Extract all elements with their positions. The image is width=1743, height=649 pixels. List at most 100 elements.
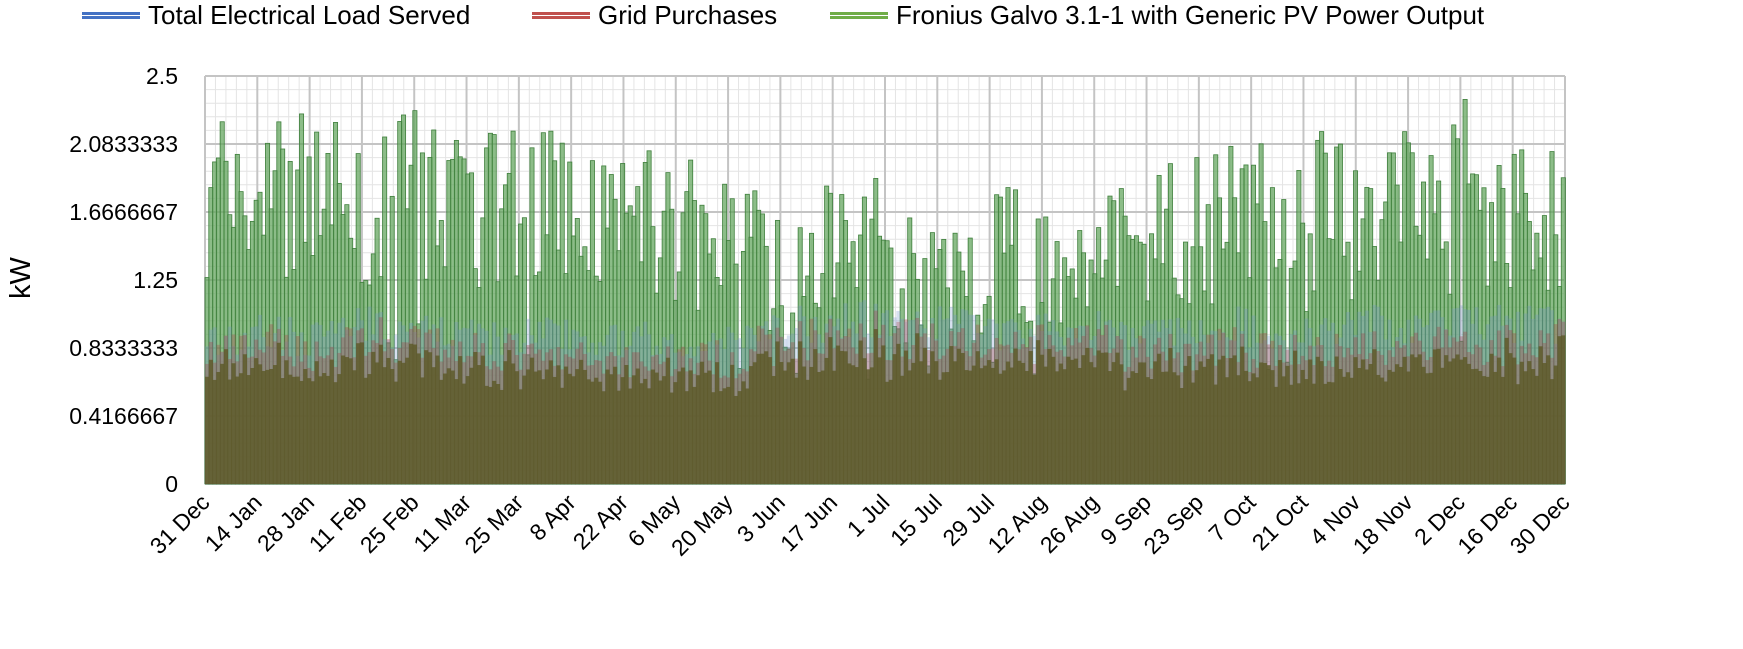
overlap-bar <box>1164 371 1169 484</box>
overlap-bar <box>613 366 618 484</box>
overlap-bar <box>809 366 814 484</box>
y-tick-label: 2.0833333 <box>69 131 178 157</box>
overlap-bar <box>1202 366 1207 484</box>
x-tick-label: 31 Dec <box>145 489 215 559</box>
overlap-bar <box>1330 382 1335 484</box>
overlap-bar <box>1175 375 1181 484</box>
overlap-bar <box>854 367 859 484</box>
overlap-bar <box>1342 376 1347 484</box>
x-tick-label: 22 Apr <box>568 489 634 555</box>
overlap-bar <box>733 395 739 484</box>
overlap-bar <box>1225 377 1230 484</box>
overlap-bar <box>537 370 542 484</box>
overlap-bar <box>1172 372 1177 484</box>
overlap-bar <box>556 365 561 484</box>
overlap-bar <box>1062 369 1067 484</box>
overlap-bar <box>1311 383 1317 484</box>
overlap-bar <box>1421 366 1426 484</box>
overlap-bar <box>1104 352 1109 484</box>
legend-item-load: Total Electrical Load Served <box>82 0 470 30</box>
overlap-bar <box>628 388 633 484</box>
overlap-bar <box>310 381 315 484</box>
y-axis-ticks: 0 0.4166667 0.8333333 1.25 1.6666667 2.083333… <box>69 63 178 497</box>
overlap-bar <box>1115 352 1120 484</box>
overlap-bar <box>922 347 927 484</box>
overlap-bar <box>1474 368 1479 484</box>
overlap-bar <box>741 381 746 484</box>
overlap-bar <box>1466 363 1471 484</box>
overlap-bar <box>786 362 791 484</box>
overlap-bar <box>1111 362 1116 484</box>
overlap-bar <box>352 370 357 484</box>
overlap-bar <box>718 391 723 484</box>
overlap-bar <box>239 373 244 484</box>
overlap-bar <box>1383 381 1388 484</box>
overlap-bar <box>677 371 682 484</box>
overlap-bar <box>1459 359 1464 484</box>
overlap-bar <box>322 373 327 484</box>
overlap-bar <box>454 379 459 484</box>
overlap-bar <box>832 370 837 484</box>
overlap-bar <box>1549 379 1555 484</box>
overlap-bar <box>1194 370 1199 484</box>
overlap-bar <box>851 365 856 484</box>
overlap-bar <box>1432 349 1437 484</box>
overlap-bar <box>1107 371 1113 484</box>
overlap-bar <box>654 372 659 484</box>
overlap-bar <box>1089 362 1094 484</box>
overlap-bar <box>378 344 383 484</box>
overlap-bar <box>205 376 210 484</box>
overlap-bar <box>1500 376 1505 484</box>
overlap-bar <box>869 367 875 484</box>
overlap-bar <box>790 358 795 484</box>
overlap-bar <box>934 361 939 484</box>
overlap-bar <box>1047 348 1052 484</box>
overlap-bar <box>265 369 270 484</box>
overlap-bar <box>1206 358 1211 484</box>
x-tick-label: 17 Jun <box>775 489 842 556</box>
overlap-bar <box>696 375 701 484</box>
overlap-bar <box>1504 337 1509 484</box>
overlap-bar <box>1512 357 1517 484</box>
overlap-bar <box>548 360 553 484</box>
overlap-bar <box>1028 351 1033 484</box>
overlap-bar <box>998 373 1003 484</box>
overlap-bar <box>1361 359 1366 484</box>
overlap-bar <box>1417 354 1422 484</box>
overlap-bar <box>348 358 353 484</box>
overlap-bar <box>1013 348 1018 484</box>
overlap-bar <box>1070 359 1075 484</box>
overlap-bar <box>764 351 769 484</box>
overlap-bar <box>688 370 693 484</box>
overlap-bar <box>1213 384 1218 484</box>
overlap-bar <box>1561 335 1566 484</box>
overlap-bar <box>1123 390 1128 484</box>
overlap-bar <box>208 359 213 484</box>
overlap-bar <box>639 383 644 484</box>
overlap-bar <box>1308 359 1313 484</box>
overlap-bar <box>681 367 686 484</box>
overlap-bar <box>1481 376 1487 484</box>
overlap-bar <box>1138 362 1143 484</box>
overlap-bar <box>813 349 818 484</box>
overlap-bar <box>1149 379 1154 484</box>
overlap-bar <box>1300 369 1305 484</box>
overlap-bar <box>665 357 671 484</box>
overlap-bar <box>866 369 871 484</box>
overlap-bar <box>1221 355 1226 484</box>
overlap-bar <box>518 389 523 484</box>
overlap-bar <box>299 380 304 484</box>
overlap-bar <box>783 370 788 484</box>
legend-label-grid: Grid Purchases <box>598 0 778 30</box>
overlap-bar <box>473 351 478 484</box>
overlap-bar <box>979 368 984 484</box>
overlap-bar <box>817 371 822 484</box>
overlap-bar <box>662 376 667 484</box>
overlap-bar <box>344 357 349 484</box>
overlap-bar <box>1398 366 1403 484</box>
overlap-bar <box>1281 376 1286 484</box>
overlap-bar <box>367 374 372 484</box>
overlap-bar <box>571 376 576 484</box>
overlap-bar <box>1092 367 1097 484</box>
